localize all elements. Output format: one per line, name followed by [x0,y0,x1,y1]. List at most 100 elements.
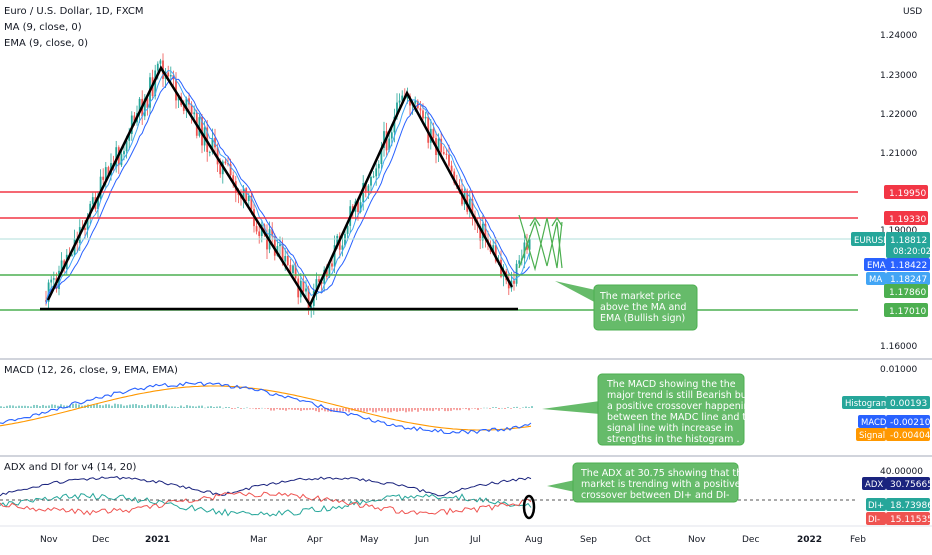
ma-badge[interactable] [886,272,930,285]
candle[interactable] [424,111,427,127]
candle[interactable] [258,223,261,244]
macd-histogram-bar [42,404,44,408]
macd-histogram-bar [360,408,362,411]
candle[interactable] [310,304,313,318]
macd-histogram-bar [429,408,431,411]
macd-histogram-bar [381,408,383,412]
candle[interactable] [227,156,229,167]
adx-title[interactable]: ADX and DI for v4 (14, 20) [4,462,136,473]
time-axis[interactable]: Nov Dec 2021 Mar Apr May Jun Jul Aug Sep… [40,535,866,545]
crossover-highlight[interactable] [522,494,536,520]
di-minus-badge[interactable] [886,512,930,525]
support-badge-2[interactable] [884,303,928,317]
symbol-badge[interactable] [851,232,885,246]
ema-tag[interactable] [864,258,886,271]
ma-line[interactable] [45,76,530,305]
candle[interactable] [388,131,391,153]
note-adx[interactable]: The ADX at 30.75 showing that the market… [572,462,748,503]
signal-tag[interactable] [856,428,886,441]
di-minus-tag[interactable] [866,512,886,525]
candle[interactable] [99,169,102,202]
candle[interactable] [117,145,120,174]
candle[interactable] [297,275,300,305]
macd-histogram-bar [285,408,287,411]
candle[interactable] [341,236,344,257]
candle[interactable] [208,150,211,157]
candle[interactable] [271,222,274,244]
macd-histogram-bar [51,404,53,408]
signal-line[interactable] [0,385,532,431]
adx-tag[interactable] [862,477,886,490]
macd-line[interactable] [0,381,532,435]
projection-arrows[interactable] [518,214,563,272]
candle[interactable] [146,96,149,116]
candle[interactable] [346,223,349,241]
candle[interactable] [71,253,73,257]
adx-tag-text: ADX [865,480,883,490]
macd-histogram-bar [363,408,365,412]
support-badge-1[interactable] [884,284,928,298]
candle[interactable] [245,187,248,203]
candle[interactable] [279,236,281,255]
candle[interactable] [266,224,268,260]
candle[interactable] [468,190,471,218]
adx-badge[interactable] [886,477,930,490]
note-macd[interactable]: The MACD showing the the major trend is … [597,373,758,446]
macd-histogram-bar [450,408,452,411]
macd-histogram-bar [147,404,149,408]
candle[interactable] [375,160,378,186]
candle[interactable] [294,260,297,284]
candle[interactable] [507,272,510,296]
ma-legend[interactable]: MA (9, close, 0) [4,22,82,33]
candle[interactable] [102,168,105,184]
time-tick: Aug [525,535,543,545]
histogram-tag[interactable] [842,396,886,409]
adx-line[interactable] [0,476,532,497]
macd-title[interactable]: MACD (12, 26, close, 9, EMA, EMA) [4,365,178,376]
candle[interactable] [442,146,445,156]
candle[interactable] [448,144,450,168]
ema-line[interactable] [45,69,531,303]
candle[interactable] [315,272,318,301]
candle[interactable] [445,148,448,160]
candle[interactable] [518,255,521,268]
resistance-badge-2[interactable] [884,211,928,225]
candle[interactable] [344,229,346,248]
macd-tag[interactable] [858,415,886,428]
di-plus-badge[interactable] [886,498,930,511]
signal-badge[interactable] [886,428,930,441]
ema-badge[interactable] [886,258,930,271]
candle[interactable] [484,219,487,248]
candle[interactable] [198,113,201,138]
candle[interactable] [471,190,474,226]
ema-legend[interactable]: EMA (9, close, 0) [4,38,88,49]
zigzag-pattern[interactable] [46,65,514,308]
candle[interactable] [370,175,372,194]
candle[interactable] [377,160,380,178]
note-pointer [542,401,600,414]
last-price-badge[interactable] [886,232,930,258]
di-plus-tag[interactable] [866,498,886,511]
candle[interactable] [372,171,375,179]
candle[interactable] [302,275,305,296]
resistance-badge-1[interactable] [884,185,928,199]
di-minus-line[interactable] [0,491,532,516]
note-price[interactable]: The market price above the MA and EMA (B… [593,284,698,331]
macd-histogram-bar [513,407,515,408]
macd-histogram-bar [153,405,155,408]
di-plus-line[interactable] [0,492,532,517]
ma-tag[interactable] [866,272,886,285]
macd-badge[interactable] [886,415,930,428]
candle[interactable] [383,121,385,157]
macd-histogram-bar [72,403,74,408]
histogram-value: 0.00193 [890,399,927,409]
macd-histogram-bar [339,408,341,412]
candle[interactable] [286,249,289,267]
candle[interactable] [331,258,333,271]
candle[interactable] [305,280,307,298]
histogram-badge[interactable] [886,396,930,409]
candle[interactable] [437,133,440,162]
candle[interactable] [479,219,482,250]
macd-histogram-bar [462,408,464,409]
